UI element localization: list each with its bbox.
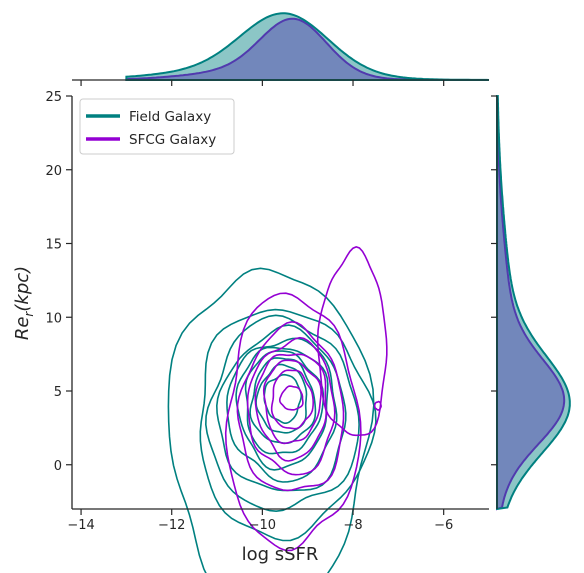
legend-label-field: Field Galaxy bbox=[129, 109, 211, 125]
y-tick-label-4: 20 bbox=[45, 164, 62, 179]
right-marginal-density-1 bbox=[496, 95, 566, 511]
y-axis-label-rest: (kpc) bbox=[12, 266, 33, 312]
axes: −14 −12 −10 −8 −6 0 5 10 15 20 25 bbox=[45, 79, 498, 533]
contour-level-1-6 bbox=[279, 385, 304, 411]
contour-level-1-2 bbox=[246, 336, 336, 476]
x-tick-label-4: −6 bbox=[434, 518, 453, 533]
y-tick-label-2: 10 bbox=[45, 311, 62, 326]
legend-label-sfcg: SFCG Galaxy bbox=[129, 132, 216, 148]
contour-level-0-9 bbox=[263, 373, 303, 424]
contour-level-0-1 bbox=[199, 308, 377, 542]
y-tick-label-5: 25 bbox=[45, 90, 62, 105]
y-axis-label-main: Re bbox=[12, 317, 33, 341]
y-tick-label-1: 5 bbox=[54, 385, 62, 400]
x-tick-label-2: −10 bbox=[249, 518, 276, 533]
right-marginal-density-0 bbox=[496, 95, 571, 511]
legend: Field Galaxy SFCG Galaxy bbox=[79, 98, 235, 155]
x-axis-label: log sSFR bbox=[242, 544, 319, 565]
contour-level-0-8 bbox=[255, 363, 308, 434]
y-tick-label-3: 15 bbox=[45, 238, 62, 253]
contour-level-0-3 bbox=[215, 324, 347, 492]
main-contour-plot bbox=[167, 246, 388, 573]
contour-island-1-1 bbox=[373, 400, 382, 411]
contour-series-1 bbox=[224, 246, 388, 552]
x-tick-label-3: −8 bbox=[343, 518, 362, 533]
contour-level-1-5 bbox=[270, 369, 315, 430]
top-marginal-plot bbox=[125, 12, 490, 81]
contour-level-1-4 bbox=[262, 359, 322, 445]
x-tick-label-1: −12 bbox=[158, 518, 185, 533]
contour-island-1-0 bbox=[316, 246, 388, 437]
contour-level-1-0 bbox=[224, 292, 362, 552]
contour-level-0-0 bbox=[167, 267, 375, 573]
contour-level-0-2 bbox=[204, 314, 360, 513]
contour-series-0 bbox=[167, 267, 377, 573]
y-axis-label: Rer(kpc) bbox=[12, 266, 36, 340]
y-axis-label-sub: r bbox=[22, 311, 36, 317]
top-marginal-density-0 bbox=[125, 12, 490, 81]
right-marginal-plot bbox=[496, 95, 571, 511]
contour-level-1-3 bbox=[254, 353, 328, 462]
y-tick-label-0: 0 bbox=[54, 459, 62, 474]
x-tick-label-0: −14 bbox=[67, 518, 94, 533]
